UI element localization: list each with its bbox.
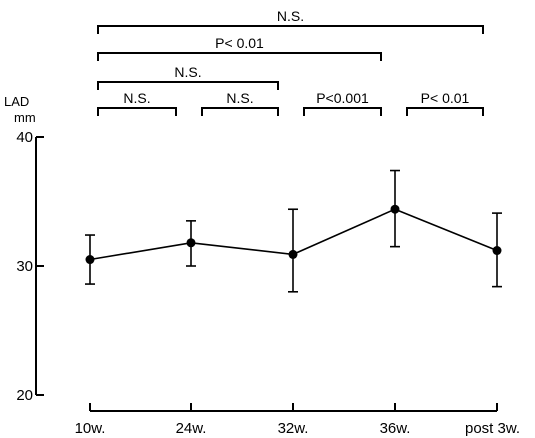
y-tick-label: 30	[16, 258, 33, 275]
data-point	[390, 204, 400, 214]
y-axis-label: LAD	[4, 94, 29, 109]
x-tick-label: 24w.	[176, 420, 207, 437]
significance-bracket	[201, 107, 279, 116]
x-tick-label: 36w.	[380, 420, 411, 437]
x-tick-labels: 10w. 24w. 32w. 36w. post 3w.	[75, 420, 520, 437]
significance-bracket	[406, 107, 484, 116]
error-bars	[85, 169, 502, 293]
significance-label: P< 0.01	[215, 35, 264, 51]
significance-label: N.S.	[174, 64, 201, 80]
x-tick-label: 32w.	[278, 420, 309, 437]
x-tick-label: post 3w.	[465, 420, 520, 437]
y-tick-label: 40	[16, 129, 33, 146]
y-tick-label: 20	[16, 387, 33, 404]
significance-label: N.S.	[123, 90, 150, 106]
data-point	[492, 246, 502, 256]
significance-label: N.S.	[226, 90, 253, 106]
significance-bracket	[97, 52, 382, 61]
data-point	[85, 255, 95, 265]
significance-bracket	[97, 25, 484, 34]
significance-bracket	[97, 107, 177, 116]
significance-label: P< 0.01	[421, 90, 470, 106]
significance-bracket	[303, 107, 382, 116]
data-points	[85, 204, 502, 265]
data-point	[186, 238, 196, 248]
y-axis-unit: mm	[14, 110, 36, 125]
significance-label: P<0.001	[316, 90, 369, 106]
y-tick-labels: 20 30 40	[16, 129, 44, 404]
data-point	[288, 249, 298, 259]
significance-label: N.S.	[277, 8, 304, 24]
x-tick-label: 10w.	[75, 420, 106, 437]
significance-brackets: N.S. P< 0.01 N.S. N.S. N.S. P<0.001 P< 0.01	[97, 8, 484, 116]
significance-bracket	[97, 81, 279, 90]
x-tick-marks	[89, 403, 498, 411]
